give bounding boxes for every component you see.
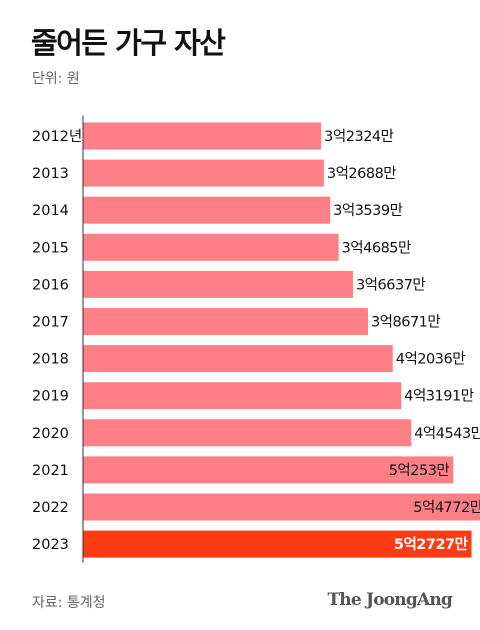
- bar-chart: 2012년 3억2324만 2013 3억2688만 2014 3억3539만 2015 3억…: [32, 115, 480, 563]
- category-label: 2013: [32, 166, 69, 182]
- bar: [83, 159, 324, 187]
- bar: [83, 308, 368, 335]
- category-label: 2017: [32, 315, 69, 331]
- bar: [83, 456, 454, 484]
- bar: [83, 419, 412, 447]
- data-label: 5억2727만: [394, 535, 469, 553]
- category-label: 2022: [32, 500, 69, 516]
- joongang-logo: The JoongAng: [327, 590, 452, 610]
- data-label: 3억8671만: [371, 314, 440, 331]
- bar: [83, 530, 472, 558]
- category-label: 2012년: [32, 128, 82, 145]
- category-label: 2020: [32, 426, 69, 442]
- bar: [83, 233, 339, 261]
- data-label: 3억4685만: [342, 239, 411, 256]
- bar: [83, 345, 393, 373]
- category-label: 2016: [32, 277, 69, 293]
- category-label: 2014: [32, 203, 69, 219]
- data-label: 4억2036만: [396, 351, 465, 368]
- category-label: 2015: [32, 240, 69, 256]
- data-label: 3억3539만: [333, 202, 402, 219]
- data-label: 3억6637만: [356, 276, 425, 293]
- category-label: 2023: [32, 537, 69, 553]
- source-label: 자료: 통계청: [32, 595, 106, 611]
- category-label: 2019: [32, 389, 69, 405]
- category-label: 2018: [32, 352, 69, 368]
- bar: [83, 270, 353, 298]
- category-label: 2021: [32, 463, 69, 479]
- data-label: 3억2324만: [324, 128, 393, 145]
- unit-label: 단위: 원: [32, 71, 80, 87]
- data-label: 3억2688만: [327, 165, 396, 182]
- bar: [83, 122, 322, 150]
- bar: [83, 382, 402, 410]
- bar: [83, 196, 331, 224]
- data-label: 4억4543만: [414, 425, 480, 442]
- bar: [83, 493, 480, 521]
- data-label: 5억4772만: [413, 499, 480, 516]
- chart-title: 줄어든 가구 자산: [31, 26, 226, 60]
- data-label: 4억3191만: [404, 388, 473, 405]
- data-label: 5억253만: [389, 462, 450, 479]
